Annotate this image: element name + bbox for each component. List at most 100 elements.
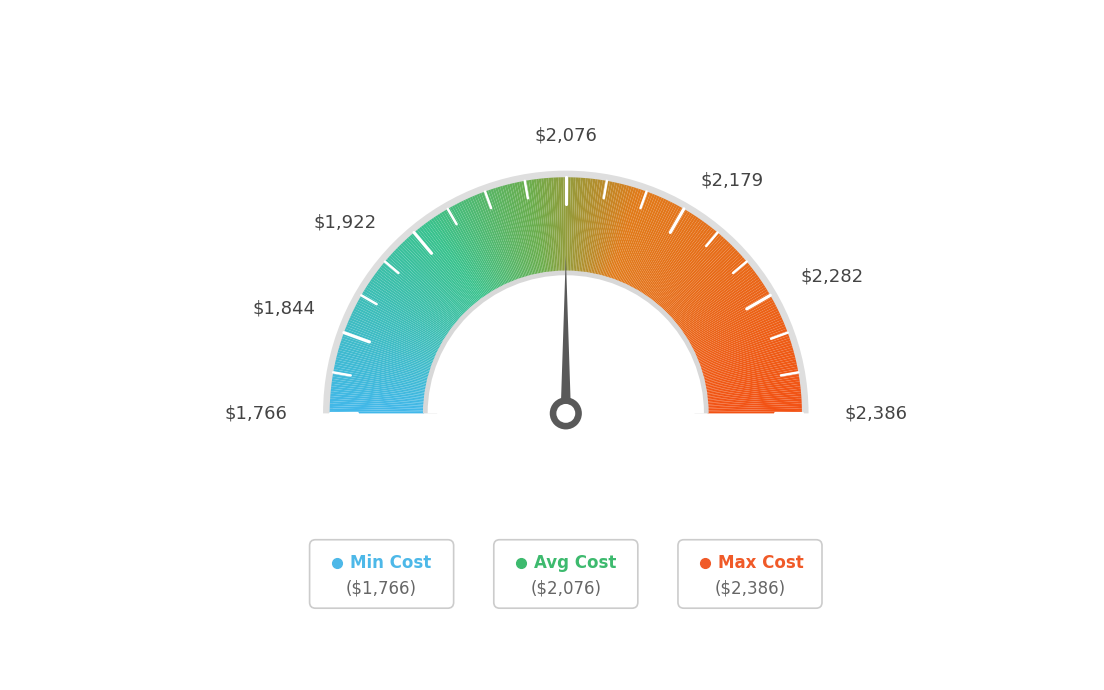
Wedge shape xyxy=(533,179,548,273)
Wedge shape xyxy=(656,231,719,305)
Wedge shape xyxy=(649,222,707,299)
Wedge shape xyxy=(686,287,766,339)
Wedge shape xyxy=(420,227,479,302)
Wedge shape xyxy=(539,179,551,273)
Wedge shape xyxy=(391,253,461,319)
Wedge shape xyxy=(609,189,641,279)
Wedge shape xyxy=(385,259,458,322)
Wedge shape xyxy=(702,353,795,378)
Wedge shape xyxy=(708,406,802,411)
Wedge shape xyxy=(481,192,517,281)
Wedge shape xyxy=(369,281,448,335)
Text: $2,076: $2,076 xyxy=(534,126,597,144)
Wedge shape xyxy=(599,184,625,276)
Wedge shape xyxy=(498,186,527,278)
Wedge shape xyxy=(646,218,701,297)
Wedge shape xyxy=(339,345,431,374)
Wedge shape xyxy=(332,379,426,394)
Wedge shape xyxy=(581,179,593,273)
Wedge shape xyxy=(340,340,431,371)
Wedge shape xyxy=(654,228,714,304)
Wedge shape xyxy=(707,386,800,399)
Wedge shape xyxy=(563,177,566,272)
Wedge shape xyxy=(700,336,789,368)
Wedge shape xyxy=(546,178,555,272)
Wedge shape xyxy=(486,190,519,280)
Wedge shape xyxy=(590,181,607,274)
Wedge shape xyxy=(372,277,450,333)
Wedge shape xyxy=(692,308,778,352)
Wedge shape xyxy=(467,197,508,284)
Wedge shape xyxy=(331,386,425,399)
Wedge shape xyxy=(643,215,697,295)
Wedge shape xyxy=(512,183,535,275)
Wedge shape xyxy=(648,221,704,299)
Wedge shape xyxy=(697,324,785,362)
Wedge shape xyxy=(575,178,583,272)
Wedge shape xyxy=(703,357,796,381)
Wedge shape xyxy=(427,221,484,299)
Wedge shape xyxy=(556,177,561,272)
Wedge shape xyxy=(707,388,800,400)
Wedge shape xyxy=(641,214,694,295)
Wedge shape xyxy=(415,230,477,304)
Wedge shape xyxy=(448,208,497,290)
Wedge shape xyxy=(689,297,773,345)
Wedge shape xyxy=(561,177,564,272)
Wedge shape xyxy=(371,279,449,334)
Wedge shape xyxy=(705,372,798,390)
Wedge shape xyxy=(699,333,788,367)
Wedge shape xyxy=(605,186,634,278)
Wedge shape xyxy=(381,265,456,326)
Wedge shape xyxy=(620,196,659,284)
Wedge shape xyxy=(343,331,433,366)
Wedge shape xyxy=(698,326,786,363)
Wedge shape xyxy=(395,248,465,315)
Wedge shape xyxy=(703,359,796,382)
Wedge shape xyxy=(360,295,443,344)
Wedge shape xyxy=(698,328,787,364)
Wedge shape xyxy=(376,270,453,329)
Wedge shape xyxy=(696,317,783,357)
Wedge shape xyxy=(437,214,490,295)
Text: ($2,386): ($2,386) xyxy=(714,579,786,597)
Wedge shape xyxy=(596,183,619,275)
Wedge shape xyxy=(502,186,529,277)
Wedge shape xyxy=(346,326,434,363)
Text: Min Cost: Min Cost xyxy=(350,554,431,572)
Wedge shape xyxy=(705,377,799,393)
Wedge shape xyxy=(465,199,507,285)
Wedge shape xyxy=(505,185,531,277)
Wedge shape xyxy=(682,279,761,334)
Wedge shape xyxy=(517,182,538,275)
Wedge shape xyxy=(650,224,709,301)
Wedge shape xyxy=(333,369,426,388)
Wedge shape xyxy=(707,382,800,395)
Wedge shape xyxy=(640,213,692,294)
Wedge shape xyxy=(543,178,554,273)
Wedge shape xyxy=(367,285,447,337)
Wedge shape xyxy=(338,350,429,377)
Wedge shape xyxy=(417,228,478,304)
Wedge shape xyxy=(708,408,802,412)
Wedge shape xyxy=(347,324,435,362)
Wedge shape xyxy=(707,393,802,403)
Wedge shape xyxy=(645,217,699,296)
Wedge shape xyxy=(330,393,425,403)
Wedge shape xyxy=(342,336,432,368)
Wedge shape xyxy=(446,209,495,291)
Wedge shape xyxy=(687,291,769,342)
Wedge shape xyxy=(608,188,639,279)
Wedge shape xyxy=(676,265,751,326)
Wedge shape xyxy=(669,252,740,317)
Wedge shape xyxy=(484,191,518,281)
Wedge shape xyxy=(631,204,678,288)
Wedge shape xyxy=(566,177,569,272)
Wedge shape xyxy=(435,215,489,295)
Wedge shape xyxy=(660,238,725,309)
Wedge shape xyxy=(407,236,473,308)
Wedge shape xyxy=(330,408,424,412)
Wedge shape xyxy=(361,293,444,342)
Wedge shape xyxy=(607,187,636,278)
Wedge shape xyxy=(708,399,802,406)
